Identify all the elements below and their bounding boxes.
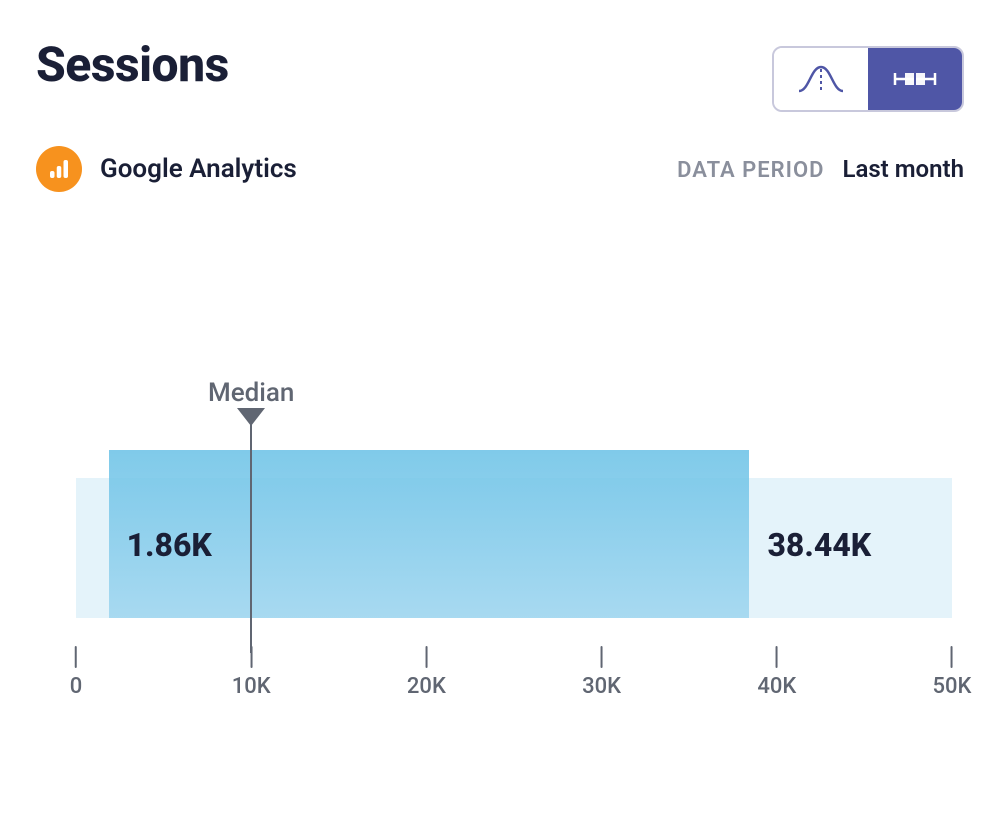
data-period-label: DATA PERIOD xyxy=(677,158,824,183)
data-period: DATA PERIOD Last month xyxy=(677,155,964,183)
x-axis: 010K20K30K40K50K xyxy=(76,646,952,702)
tick-label: 10K xyxy=(232,674,271,699)
tick-label: 20K xyxy=(407,674,446,699)
median-line xyxy=(250,413,252,653)
header-row: Sessions xyxy=(36,40,964,112)
high-value-label: 38.44K xyxy=(767,526,871,564)
x-axis-tick: 10K xyxy=(232,646,271,699)
boxplot-icon xyxy=(889,61,941,97)
x-axis-tick: 50K xyxy=(933,646,972,699)
google-analytics-icon xyxy=(36,146,82,192)
low-value-label: 1.86K xyxy=(127,526,212,564)
data-source-name: Google Analytics xyxy=(100,154,297,184)
tick-label: 0 xyxy=(70,674,83,699)
x-axis-tick: 40K xyxy=(757,646,796,699)
view-toggle xyxy=(772,46,964,112)
metric-card: Sessions xyxy=(0,0,1000,835)
tick-mark xyxy=(951,646,953,668)
boxplot-view-button[interactable] xyxy=(868,48,962,110)
tick-label: 30K xyxy=(582,674,621,699)
x-axis-tick: 0 xyxy=(70,646,83,699)
data-source: Google Analytics xyxy=(36,146,297,192)
page-title: Sessions xyxy=(36,40,229,90)
tick-mark xyxy=(776,646,778,668)
source-row: Google Analytics DATA PERIOD Last month xyxy=(36,146,964,192)
bell-curve-icon xyxy=(795,61,847,97)
x-axis-tick: 20K xyxy=(407,646,446,699)
tick-mark xyxy=(250,646,252,668)
tick-mark xyxy=(75,646,77,668)
median-label: Median xyxy=(208,378,294,408)
data-period-value: Last month xyxy=(842,155,964,183)
sessions-boxplot-chart: Median 1.86K 38.44K 010K20K30K40K50K xyxy=(36,378,964,718)
tick-mark xyxy=(425,646,427,668)
tick-label: 40K xyxy=(757,674,796,699)
tick-label: 50K xyxy=(933,674,972,699)
distribution-view-button[interactable] xyxy=(774,48,868,110)
tick-mark xyxy=(601,646,603,668)
x-axis-tick: 30K xyxy=(582,646,621,699)
